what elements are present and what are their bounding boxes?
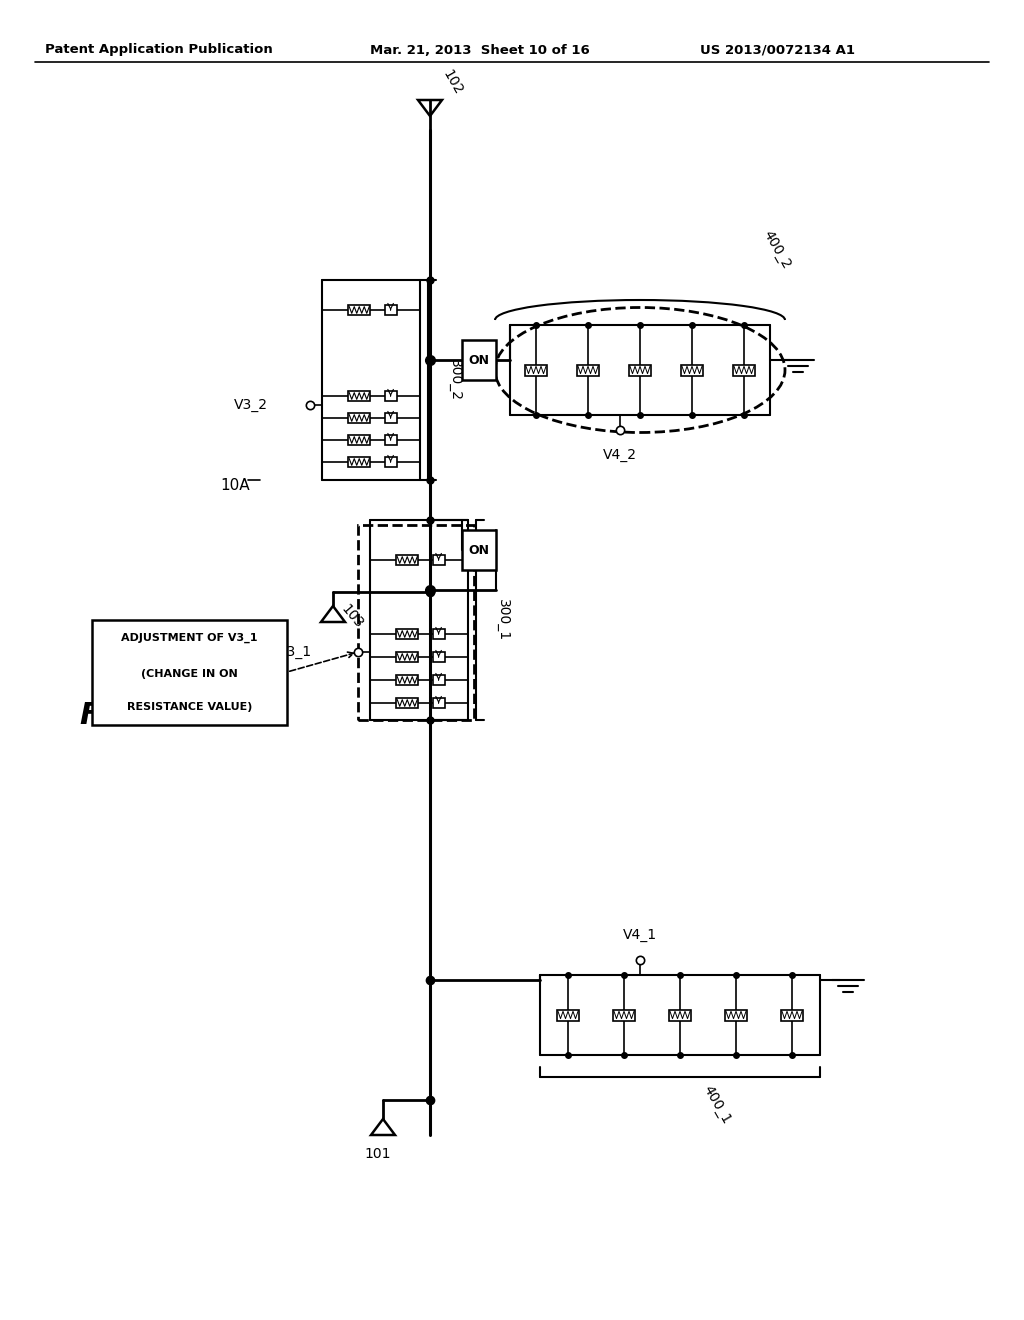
Text: 103: 103 bbox=[338, 602, 366, 631]
Text: 400_2: 400_2 bbox=[760, 228, 794, 272]
Bar bbox=[396, 554, 418, 565]
Bar bbox=[348, 436, 371, 445]
Bar bbox=[348, 457, 371, 467]
Text: (CHANGE IN ON: (CHANGE IN ON bbox=[141, 669, 238, 678]
Bar bbox=[348, 305, 371, 315]
Bar bbox=[396, 698, 418, 708]
Bar bbox=[396, 630, 418, 639]
Text: 300_1: 300_1 bbox=[496, 599, 510, 642]
Text: ADJUSTMENT OF V3_1: ADJUSTMENT OF V3_1 bbox=[121, 632, 258, 643]
Bar bbox=[385, 436, 396, 445]
Text: 400_1: 400_1 bbox=[700, 1084, 733, 1127]
Text: Patent Application Publication: Patent Application Publication bbox=[45, 44, 272, 57]
Bar bbox=[358, 525, 474, 719]
Bar bbox=[432, 554, 444, 565]
Bar bbox=[629, 364, 651, 375]
Text: ON: ON bbox=[469, 544, 489, 557]
Text: V3_1: V3_1 bbox=[278, 645, 312, 659]
Bar bbox=[432, 652, 444, 663]
Bar bbox=[92, 619, 287, 725]
Bar bbox=[348, 413, 371, 422]
Bar bbox=[385, 305, 396, 315]
Text: 101: 101 bbox=[365, 1147, 391, 1162]
Bar bbox=[613, 1010, 635, 1020]
Text: RESISTANCE VALUE): RESISTANCE VALUE) bbox=[127, 701, 252, 711]
Bar bbox=[432, 698, 444, 708]
Bar bbox=[396, 652, 418, 663]
Bar bbox=[525, 364, 547, 375]
Bar bbox=[462, 341, 496, 380]
Text: ON: ON bbox=[469, 354, 489, 367]
Bar bbox=[432, 675, 444, 685]
Bar bbox=[681, 364, 703, 375]
Bar bbox=[432, 630, 444, 639]
Text: V4_2: V4_2 bbox=[603, 447, 637, 462]
Text: Mar. 21, 2013  Sheet 10 of 16: Mar. 21, 2013 Sheet 10 of 16 bbox=[370, 44, 590, 57]
Bar bbox=[781, 1010, 803, 1020]
Bar bbox=[725, 1010, 746, 1020]
Text: V3_2: V3_2 bbox=[234, 399, 268, 412]
Bar bbox=[348, 391, 371, 401]
Bar bbox=[385, 413, 396, 422]
Bar bbox=[385, 391, 396, 401]
Bar bbox=[669, 1010, 691, 1020]
Text: 10A: 10A bbox=[220, 478, 250, 492]
Text: FIG. 10: FIG. 10 bbox=[80, 701, 202, 730]
Bar bbox=[396, 675, 418, 685]
Text: V4_1: V4_1 bbox=[623, 928, 657, 942]
Bar bbox=[385, 457, 396, 467]
Bar bbox=[733, 364, 755, 375]
Bar bbox=[462, 531, 496, 570]
Text: 102: 102 bbox=[440, 67, 465, 96]
Text: US 2013/0072134 A1: US 2013/0072134 A1 bbox=[700, 44, 855, 57]
Bar bbox=[557, 1010, 579, 1020]
Text: 300_2: 300_2 bbox=[449, 359, 462, 401]
Bar bbox=[577, 364, 599, 375]
